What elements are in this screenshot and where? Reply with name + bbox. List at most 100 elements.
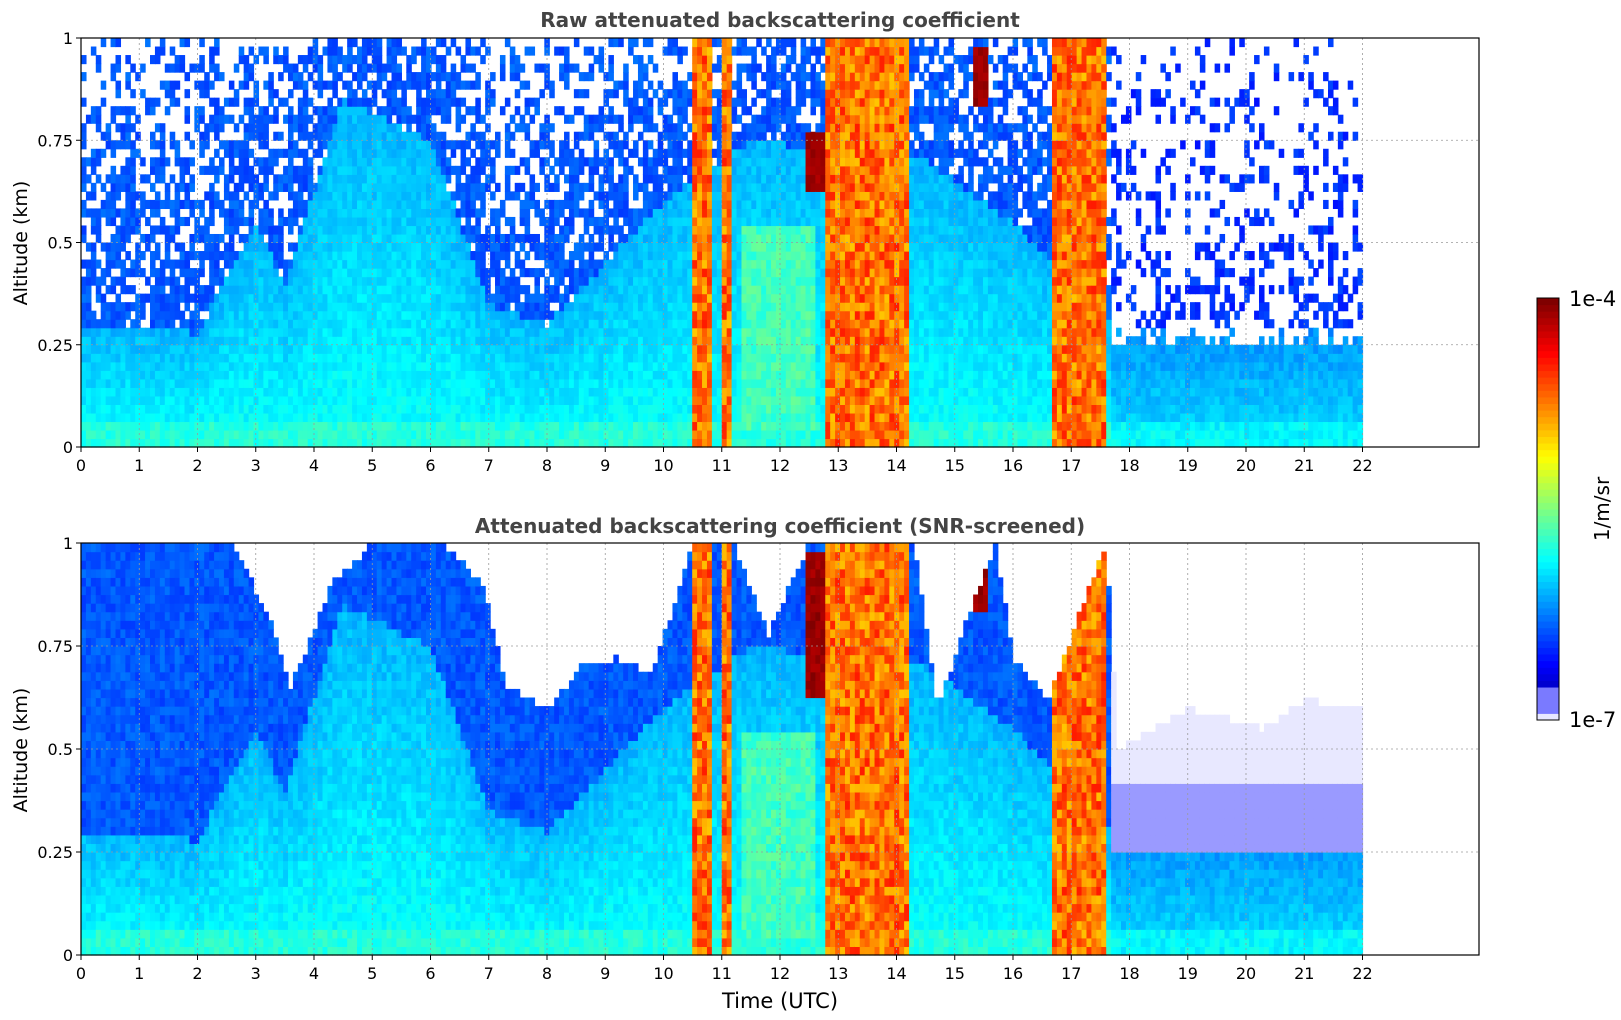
heatmap-cell [643,149,649,158]
heatmap-cell [623,353,629,362]
heatmap-cell [436,328,442,337]
heatmap-cell [628,268,634,277]
heatmap-cell [357,285,363,294]
heatmap-cell [490,362,496,371]
heatmap-cell [125,140,131,149]
heatmap-cell [633,413,639,422]
heatmap-cell [382,345,388,354]
heatmap-cell [539,89,545,98]
heatmap-cell [697,98,703,107]
heatmap-cell [603,174,609,183]
heatmap-cell [672,98,678,107]
heatmap-cell [278,379,284,388]
heatmap-cell [288,404,294,413]
heatmap-cell [362,387,368,396]
heatmap-cell [603,268,609,277]
heatmap-cell [687,149,693,158]
heatmap-cell [603,387,609,396]
heatmap-cell [628,115,634,124]
heatmap-cell [549,260,555,269]
heatmap-cell [470,336,476,345]
heatmap-cell [180,370,186,379]
heatmap-cell [214,302,220,311]
heatmap-cell [332,243,338,252]
heatmap-cell [239,336,245,345]
heatmap-cell [313,149,319,158]
heatmap-cell [273,251,279,260]
heatmap-cell [465,225,471,234]
heatmap-cell [692,387,698,396]
heatmap-cell [258,370,264,379]
heatmap-cell [569,336,575,345]
heatmap-cell [175,183,181,192]
heatmap-cell [81,379,87,388]
heatmap-cell [254,225,260,234]
heatmap-cell [470,260,476,269]
heatmap-cell [396,225,402,234]
heatmap-cell [293,123,299,132]
heatmap-cell [382,336,388,345]
heatmap-cell [692,174,698,183]
heatmap-cell [411,81,417,90]
heatmap-cell [515,362,521,371]
heatmap-cell [500,387,506,396]
heatmap-cell [505,345,511,354]
heatmap-cell [396,328,402,337]
heatmap-cell [308,370,314,379]
heatmap-cell [633,149,639,158]
heatmap-cell [234,183,240,192]
heatmap-cell [342,353,348,362]
heatmap-cell [446,387,452,396]
heatmap-cell [106,260,112,269]
heatmap-cell [362,251,368,260]
heatmap-cell [347,106,353,115]
heatmap-cell [327,200,333,209]
heatmap-cell [254,353,260,362]
heatmap-cell [490,140,496,149]
heatmap-cell [244,404,250,413]
heatmap-cell [436,277,442,286]
heatmap-cell [692,260,698,269]
heatmap-cell [140,191,146,200]
heatmap-cell [648,319,654,328]
heatmap-cell [382,438,388,447]
heatmap-cell [623,166,629,175]
heatmap-cell [648,345,654,354]
heatmap-cell [377,421,383,430]
heatmap-cell [658,217,664,226]
heatmap-cell [313,225,319,234]
heatmap-cell [510,217,516,226]
heatmap-cell [579,421,585,430]
heatmap-cell [185,277,191,286]
heatmap-cell [120,132,126,141]
heatmap-cell [677,132,683,141]
heatmap-cell [643,430,649,439]
heatmap-cell [86,260,92,269]
heatmap-cell [490,191,496,200]
heatmap-cell [288,174,294,183]
heatmap-cell [165,336,171,345]
heatmap-cell [618,362,624,371]
heatmap-cell [303,132,309,141]
heatmap-cell [135,430,141,439]
heatmap-cell [712,387,718,396]
heatmap-cell [682,319,688,328]
heatmap-cell [318,268,324,277]
heatmap-cell [160,260,166,269]
heatmap-cell [682,208,688,217]
heatmap-cell [456,353,462,362]
heatmap-cell [204,404,210,413]
heatmap-cell [702,404,708,413]
heatmap-cell [653,268,659,277]
heatmap-cell [461,157,467,166]
heatmap-cell [668,353,674,362]
heatmap-cell [677,166,683,175]
heatmap-cell [559,430,565,439]
heatmap-cell [130,285,136,294]
heatmap-cell [638,387,644,396]
heatmap-cell [387,217,393,226]
heatmap-cell [160,81,166,90]
heatmap-cell [160,404,166,413]
heatmap-cell [421,225,427,234]
heatmap-cell [234,225,240,234]
